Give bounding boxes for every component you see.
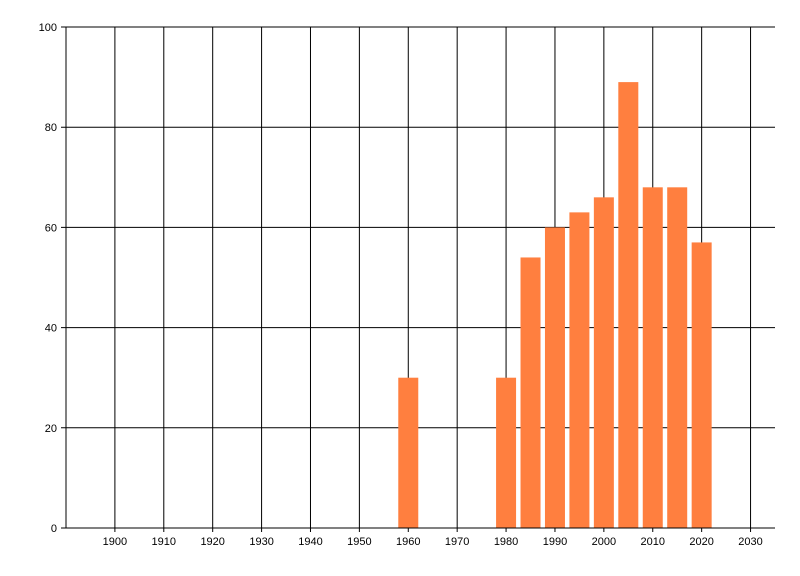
bar [642,187,663,528]
y-tick-label: 20 [45,423,57,435]
x-tick-label: 1920 [200,536,224,548]
y-tick-label: 100 [39,22,57,34]
x-tick-label: 1990 [543,536,567,548]
x-tick-label: 1900 [103,536,127,548]
x-tick-label: 1930 [249,536,273,548]
y-tick-label: 40 [45,323,57,335]
bar [520,257,541,528]
bar [618,82,639,529]
axes [65,27,775,529]
bar [667,187,688,528]
x-tick-label: 2010 [641,536,665,548]
bar-series [398,82,712,529]
bar [544,227,565,528]
x-tick-label: 1940 [298,536,322,548]
y-tick-label: 0 [51,523,57,535]
x-tick-label: 1950 [347,536,371,548]
bar [398,377,419,528]
x-tick-label: 1910 [152,536,176,548]
y-tick-label: 80 [45,122,57,134]
tick-labels: 1900 1910 1920 1930 1940 1950 1960 1970 1980 1990… [39,22,763,548]
x-tick-label: 2020 [689,536,713,548]
x-tick-label: 2000 [592,536,616,548]
x-tick-label: 1960 [396,536,420,548]
x-tick-label: 1970 [445,536,469,548]
y-tick-label: 60 [45,222,57,234]
x-tick-label: 1980 [494,536,518,548]
bar [593,197,614,528]
bar [569,212,590,528]
bar [496,377,517,528]
bar [691,242,712,528]
x-tick-label: 2030 [738,536,762,548]
